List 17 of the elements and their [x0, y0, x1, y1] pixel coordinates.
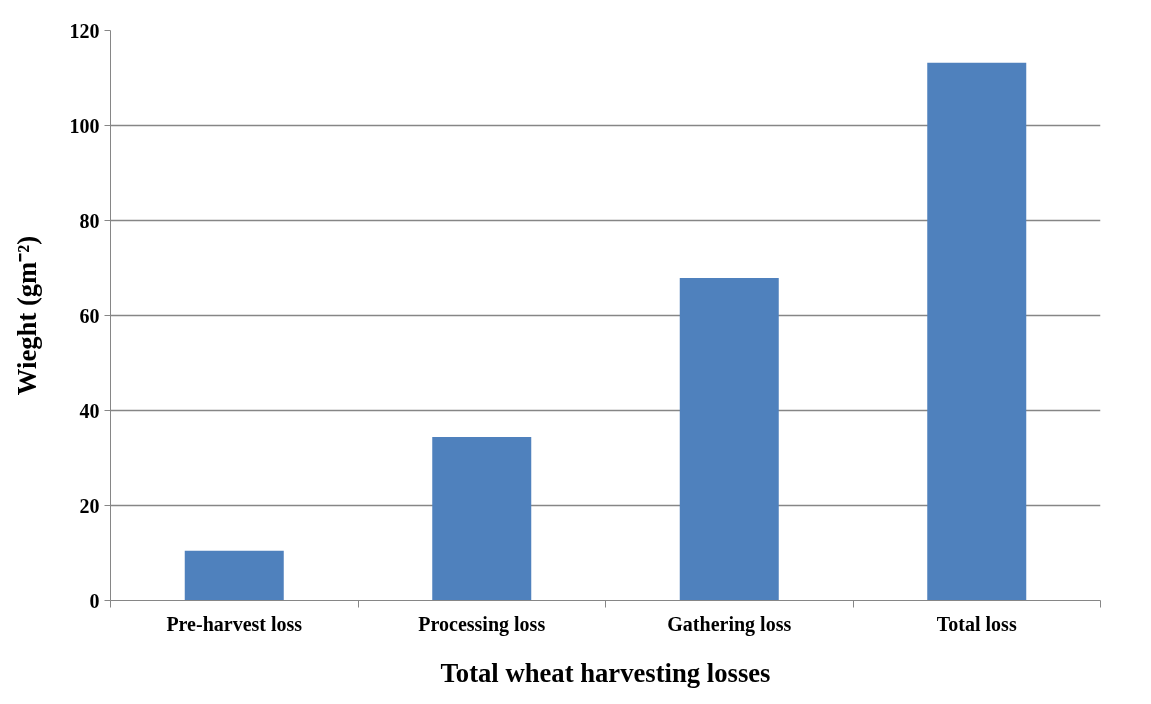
y-tick-label: 100 [69, 114, 100, 137]
y-tick-label: 60 [79, 304, 100, 327]
y-axis-title: Wieght (gm⁻²) [11, 235, 42, 396]
y-tick-label: 20 [79, 494, 100, 517]
x-tick-label: Pre-harvest loss [166, 612, 303, 635]
bar [184, 550, 284, 601]
bar [432, 437, 532, 601]
y-tick-label: 120 [69, 19, 100, 42]
y-tick-label: 0 [89, 589, 100, 612]
bar [679, 277, 779, 601]
y-tick-label: 80 [79, 209, 100, 232]
y-tick-label: 40 [79, 399, 100, 422]
x-tick-label: Gathering loss [667, 612, 792, 636]
x-axis-title: Total wheat harvesting losses [440, 657, 771, 688]
bar [927, 62, 1027, 601]
x-tick-label: Total loss [936, 612, 1017, 635]
x-tick-label: Processing loss [418, 612, 546, 636]
